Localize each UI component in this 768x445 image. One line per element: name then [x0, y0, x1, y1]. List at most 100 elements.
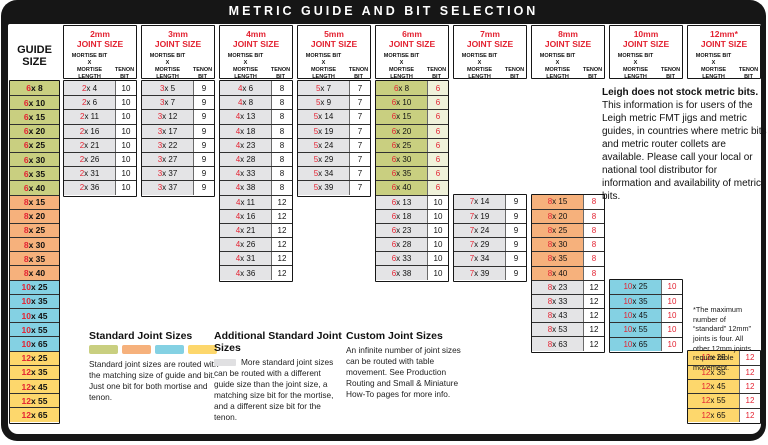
joint-row: 6 x 13 10 — [376, 194, 448, 209]
tenon-cell: 7 — [349, 152, 370, 167]
column-subheader: MORTISE BIT X MORTISE LENGTH TENON BIT — [298, 53, 370, 82]
guide-size-cell: 6 x 10 — [10, 95, 59, 110]
tenon-cell: 10 — [661, 279, 682, 294]
joint-row: 6 x 28 10 — [376, 237, 448, 252]
tenon-cell: 8 — [271, 96, 292, 110]
column-mm-label: 8mm — [558, 29, 578, 39]
joint-row: 8 x 63 12 — [532, 336, 604, 351]
joint-row: 12 x 65 12 — [688, 407, 760, 422]
mortise-bit-length-label: MORTISE BIT X MORTISE LENGTH — [305, 52, 342, 80]
legend-additional-swatch — [214, 359, 236, 367]
tenon-cell: 10 — [661, 309, 682, 323]
joint-row: 10 x 65 10 — [610, 336, 682, 351]
data-column-10mm: 10 x 25 10 10 x 35 10 10 x 45 10 10 x 55 10 10 x… — [609, 278, 683, 353]
joint-row: 8 x 40 8 — [532, 265, 604, 280]
mortise-cell: 2 x 4 — [64, 81, 115, 96]
mortise-cell: 3 x 27 — [142, 152, 193, 167]
mortise-cell: 8 x 15 — [532, 194, 583, 209]
column-mm-label: 12mm* — [710, 29, 738, 39]
tenon-cell: 6 — [427, 167, 448, 181]
tenon-cell: 10 — [115, 124, 136, 138]
mortise-cell: 7 x 34 — [454, 252, 505, 266]
mortise-cell: 10 x 25 — [610, 279, 661, 294]
mortise-cell: 10 x 35 — [610, 294, 661, 309]
joint-row: 3 x 22 9 — [142, 137, 214, 152]
joint-row: 10 x 45 10 — [610, 308, 682, 323]
joint-row: 8 x 53 12 — [532, 322, 604, 337]
mortise-cell: 4 x 16 — [220, 209, 271, 223]
tenon-cell: 8 — [271, 152, 292, 167]
mortise-cell: 3 x 17 — [142, 124, 193, 138]
joint-row: 2 x 21 10 — [64, 137, 136, 152]
mortise-cell: 7 x 24 — [454, 223, 505, 238]
guide-size-cell: 8 x 15 — [10, 194, 59, 209]
mortise-cell: 6 x 30 — [376, 152, 427, 167]
joint-row: 8 x 15 8 — [532, 194, 604, 209]
joint-row: 3 x 37 9 — [142, 166, 214, 181]
joint-row: 10 x 55 10 — [610, 322, 682, 337]
column-mm-label: 10mm — [633, 29, 659, 39]
mortise-cell: 8 x 35 — [532, 252, 583, 266]
mortise-cell: 4 x 18 — [220, 124, 271, 138]
mortise-cell: 6 x 15 — [376, 110, 427, 124]
column-mm-label: 3mm — [168, 29, 188, 39]
tenon-cell: 9 — [505, 223, 526, 238]
tenon-cell: 9 — [193, 110, 214, 124]
tenon-cell: 9 — [193, 167, 214, 181]
mortise-cell: 8 x 33 — [532, 294, 583, 309]
joint-row: 4 x 31 12 — [220, 251, 292, 266]
joint-row: 10 x 25 10 — [610, 279, 682, 294]
tenon-cell: 12 — [271, 223, 292, 238]
mortise-cell: 5 x 24 — [298, 138, 349, 152]
joint-row: 6 x 25 6 — [376, 137, 448, 152]
column-header-6mm: 6mm JOINT SIZE MORTISE BIT X MORTISE LENGTH T… — [375, 25, 449, 80]
tenon-cell: 10 — [427, 195, 448, 209]
legend-swatch-orange — [122, 345, 151, 355]
legend-custom: Custom Joint Sizes An infinite number of… — [346, 330, 470, 400]
guide-size-cell: 8 x 20 — [10, 208, 59, 223]
tenon-cell: 10 — [427, 209, 448, 223]
tenon-cell: 8 — [271, 124, 292, 138]
mortise-cell: 2 x 26 — [64, 152, 115, 167]
tenon-bit-label: TENON BIT — [192, 66, 213, 80]
tenon-cell: 10 — [115, 110, 136, 124]
joint-row: 3 x 17 9 — [142, 123, 214, 138]
column-header-3mm: 3mm JOINT SIZE MORTISE BIT X MORTISE LENGTH T… — [141, 25, 215, 80]
mortise-cell: 3 x 7 — [142, 96, 193, 110]
guide-size-cell: 10 x 35 — [10, 293, 59, 308]
joint-row: 8 x 43 12 — [532, 308, 604, 323]
joint-row: 8 x 25 8 — [532, 222, 604, 238]
mortise-cell: 4 x 31 — [220, 252, 271, 266]
mortise-cell: 4 x 38 — [220, 181, 271, 195]
column-subheader: MORTISE BIT X MORTISE LENGTH TENON BIT — [454, 53, 526, 82]
mortise-cell: 8 x 63 — [532, 337, 583, 351]
mortise-cell: 4 x 6 — [220, 81, 271, 96]
joint-row: 4 x 38 8 — [220, 180, 292, 195]
guide-size-cell: 12 x 45 — [10, 378, 59, 394]
joint-row: 8 x 20 8 — [532, 208, 604, 223]
joint-row: 12 x 35 12 — [688, 364, 760, 380]
mortise-cell: 5 x 29 — [298, 152, 349, 167]
column-subheader: MORTISE BIT X MORTISE LENGTH TENON BIT — [610, 53, 682, 82]
tenon-cell: 10 — [427, 266, 448, 280]
tenon-cell: 12 — [583, 309, 604, 323]
mortise-cell: 5 x 39 — [298, 181, 349, 195]
column-mm-label: 2mm — [90, 29, 110, 39]
mortise-cell: 8 x 20 — [532, 209, 583, 223]
tenon-cell: 8 — [271, 138, 292, 152]
joint-row: 5 x 19 7 — [298, 123, 370, 138]
mortise-cell: 4 x 23 — [220, 138, 271, 152]
mortise-cell: 8 x 25 — [532, 223, 583, 238]
mortise-cell: 4 x 33 — [220, 167, 271, 181]
column-joint-size-label: JOINT SIZE — [388, 38, 436, 49]
column-joint-size-label: JOINT SIZE — [622, 38, 670, 49]
mortise-cell: 6 x 40 — [376, 181, 427, 195]
guide-size-cell: 12 x 55 — [10, 393, 59, 408]
mortise-cell: 12 x 55 — [688, 394, 739, 408]
mortise-cell: 2 x 6 — [64, 96, 115, 110]
guide-size-cell: 8 x 30 — [10, 237, 59, 252]
guide-size-cell: 8 x 40 — [10, 265, 59, 280]
mortise-cell: 4 x 26 — [220, 238, 271, 252]
